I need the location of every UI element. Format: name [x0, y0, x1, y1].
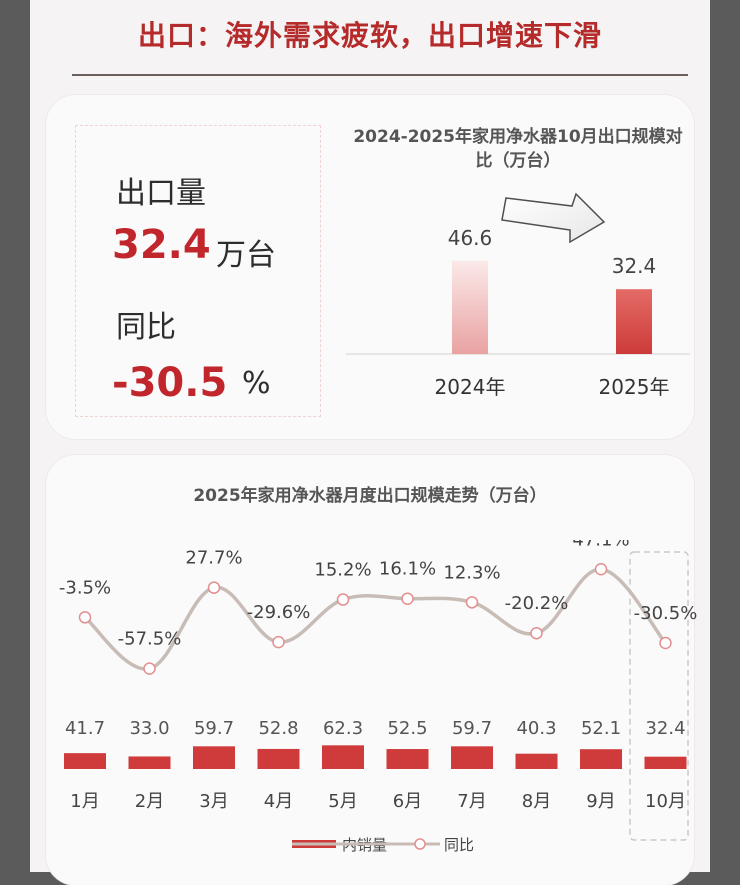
yoy-value-label: -29.6%: [247, 602, 311, 623]
month-bar: [128, 756, 171, 769]
yoy-marker: [336, 593, 350, 606]
yoy-line: [83, 567, 667, 671]
month-label: 7月: [457, 791, 486, 812]
compare-category-label: 2025年: [599, 375, 670, 399]
month-bar-label: 32.4: [645, 718, 685, 739]
month-bar-label: 52.8: [258, 718, 298, 739]
yoy-marker: [530, 626, 543, 640]
yoy-value-label: 27.7%: [185, 548, 242, 569]
page-title: 出口：海外需求疲软，出口增速下滑: [137, 19, 602, 52]
compare-bar: [616, 289, 652, 354]
yoy-value: -30.5: [112, 360, 228, 406]
month-bar: [257, 748, 300, 769]
month-bar: [451, 746, 493, 769]
top-panel: [46, 95, 694, 439]
yoy-value-label: 15.2%: [314, 560, 371, 581]
monthly-chart-title: 2025年家用净水器月度出口规模走势（万台）: [193, 486, 547, 506]
compare-bar: [452, 260, 488, 354]
month-bar: [193, 746, 235, 769]
compare-category-label: 2024年: [435, 375, 506, 399]
compare-chart-title: 2024-2025年家用净水器10月出口规模对比（万台）: [353, 127, 683, 171]
yoy-marker: [78, 611, 92, 624]
yoy-marker: [207, 581, 221, 594]
yoy-value-label: 16.1%: [379, 559, 436, 580]
month-bar: [644, 756, 687, 769]
month-label: 4月: [264, 791, 293, 812]
export-volume-unit: 万台: [216, 238, 276, 273]
yoy-value-label: 47.1%: [572, 540, 629, 550]
month-bar-label: 41.7: [65, 718, 105, 739]
compare-chart: 46.6 2024年 32.4 2025年: [346, 192, 690, 399]
yoy-label: 同比: [116, 310, 176, 345]
month-bar: [580, 749, 622, 769]
yoy-value-label: -20.2%: [505, 593, 569, 614]
month-label: 2月: [135, 791, 164, 812]
month-bar: [322, 745, 364, 769]
yoy-marker: [143, 662, 156, 675]
month-bar: [64, 753, 106, 769]
decline-arrow-icon: [501, 192, 606, 244]
legend-line-label: 同比: [444, 836, 474, 854]
compare-value-label: 32.4: [612, 254, 657, 278]
month-bar-label: 33.0: [129, 718, 169, 739]
kpi-box: 出口量 32.4 万台 同比 -30.5 %: [75, 125, 321, 417]
month-bar-label: 62.3: [323, 718, 363, 739]
month-bar-label: 52.5: [387, 718, 427, 739]
month-bar: [515, 753, 558, 769]
month-label: 9月: [586, 791, 615, 812]
yoy-marker: [594, 563, 608, 576]
yoy-value-label: -30.5%: [634, 603, 698, 624]
yoy-value-label: -57.5%: [118, 629, 182, 650]
month-label: 6月: [393, 791, 422, 812]
month-label: 3月: [199, 791, 228, 812]
yoy-marker: [465, 596, 479, 609]
title-divider: [72, 74, 688, 76]
month-bar-label: 40.3: [516, 718, 556, 739]
yoy-marker: [401, 592, 414, 605]
month-label: 5月: [328, 791, 357, 812]
compare-value-label: 46.6: [448, 226, 493, 250]
month-bar: [386, 749, 429, 769]
export-volume-label: 出口量: [116, 176, 206, 211]
yoy-marker: [272, 635, 285, 649]
month-label: 8月: [522, 791, 551, 812]
highlight-box: [629, 551, 689, 841]
month-bar-label: 59.7: [194, 718, 234, 739]
month-bar-label: 52.1: [581, 718, 621, 739]
yoy-marker: [659, 636, 672, 650]
export-volume-value: 32.4: [112, 222, 211, 268]
yoy-value-label: 12.3%: [443, 562, 500, 583]
month-label: 1月: [70, 791, 99, 812]
month-bar-label: 59.7: [452, 718, 492, 739]
yoy-unit: %: [242, 366, 271, 401]
report-page: 出口：海外需求疲软，出口增速下滑 出口量 32.4 万台 同比 -30.5 % …: [30, 0, 710, 885]
yoy-value-label: -3.5%: [59, 577, 111, 598]
month-label: 10月: [645, 791, 686, 812]
legend: 内销量 同比: [292, 836, 474, 854]
legend-line-marker: [414, 838, 426, 850]
monthly-chart: 41.7 1月 33.0 2月 59.7 3月 52.8 4月 62.3 5月 52.5 6月 59.7…: [59, 540, 698, 854]
